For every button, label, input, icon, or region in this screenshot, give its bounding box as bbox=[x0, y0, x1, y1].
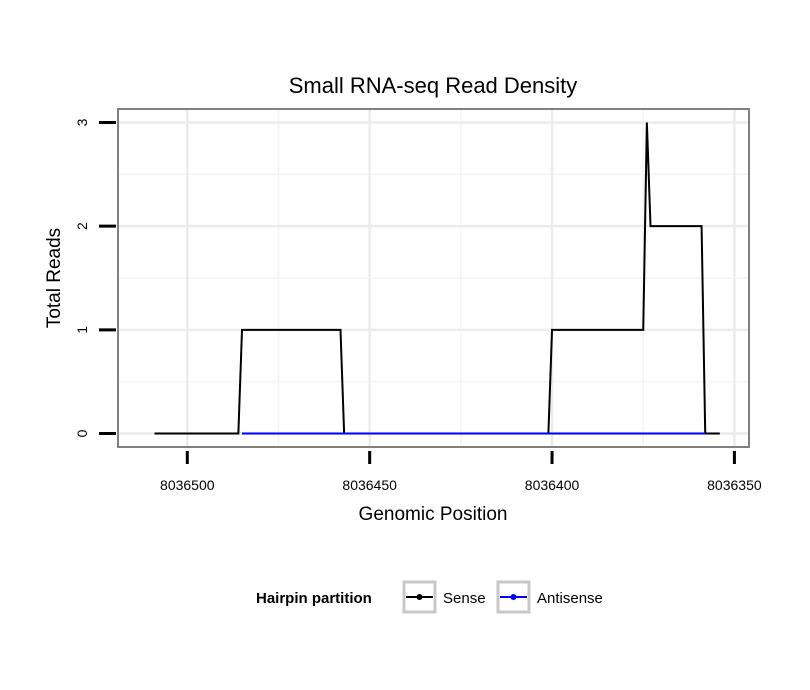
y-tick-label: 1 bbox=[74, 326, 90, 334]
chart-title: Small RNA-seq Read Density bbox=[289, 73, 578, 98]
y-axis: 0 1 2 3 bbox=[74, 118, 116, 437]
x-tick-label: 8036500 bbox=[160, 477, 215, 493]
legend-title: Hairpin partition bbox=[256, 590, 372, 607]
y-tick-label: 2 bbox=[74, 222, 90, 230]
series-layer bbox=[154, 122, 720, 435]
y-tick-label: 0 bbox=[74, 429, 90, 437]
x-tick-label: 8036350 bbox=[707, 477, 762, 493]
x-tick-label: 8036450 bbox=[342, 477, 397, 493]
legend-item-antisense: Antisense bbox=[496, 580, 603, 614]
y-axis-title: Total Reads bbox=[44, 228, 65, 328]
x-axis: 8036500 8036450 8036400 8036350 bbox=[160, 451, 762, 493]
plot-panel-border bbox=[117, 108, 750, 448]
legend-point-sense bbox=[416, 594, 423, 600]
legend-label-sense: Sense bbox=[443, 590, 486, 607]
grid bbox=[118, 109, 749, 447]
x-axis-title: Genomic Position bbox=[359, 504, 508, 525]
y-tick-label: 3 bbox=[74, 118, 90, 126]
legend: Hairpin partition Sense Antisense bbox=[256, 580, 603, 614]
legend-point-antisense bbox=[510, 594, 517, 600]
legend-item-sense: Sense bbox=[402, 580, 486, 614]
x-tick-label: 8036400 bbox=[525, 477, 580, 493]
series-line-sense bbox=[154, 122, 720, 435]
legend-label-antisense: Antisense bbox=[537, 590, 603, 607]
